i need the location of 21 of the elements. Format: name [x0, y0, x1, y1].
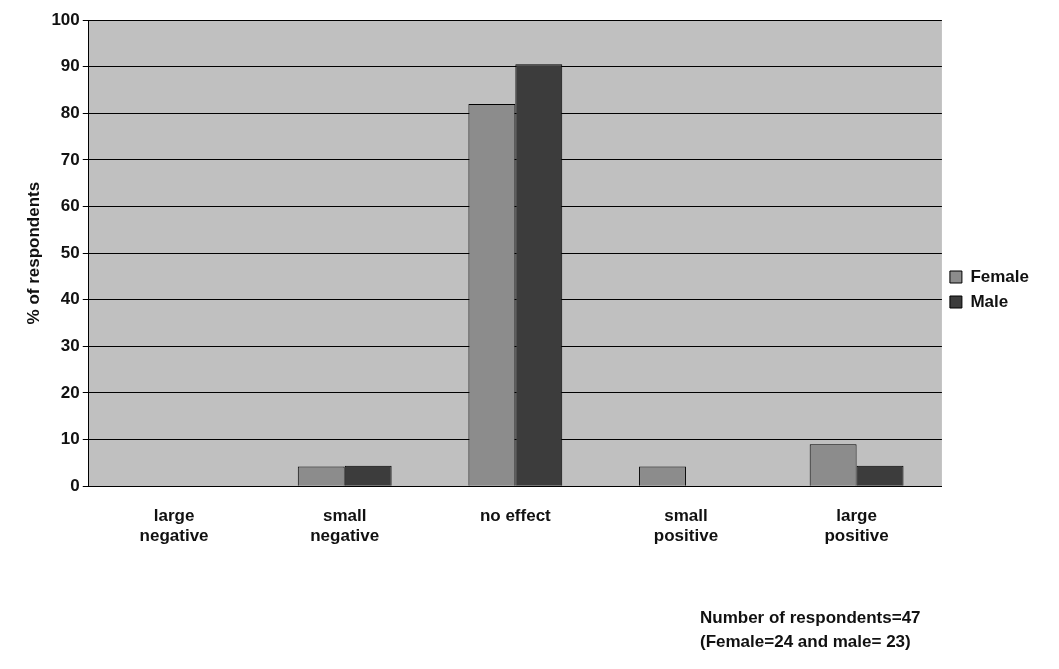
x-tick-label: large positive: [824, 506, 889, 546]
legend-label: Female: [970, 266, 1030, 286]
legend-label: Male: [970, 291, 1009, 311]
y-tick-label: 10: [60, 429, 80, 449]
y-axis-title: % of respondents: [23, 181, 43, 325]
y-tick-label: 40: [60, 289, 80, 309]
y-tick-label: 0: [70, 475, 80, 495]
y-tick-label: 70: [60, 149, 80, 169]
y-tick-label: 20: [60, 382, 80, 402]
y-tick-label: 90: [60, 56, 80, 76]
y-tick-label: 60: [60, 196, 80, 216]
y-tick-label: 80: [60, 102, 80, 122]
x-tick-label: small negative: [310, 506, 380, 546]
x-tick-label: large negative: [139, 506, 209, 546]
y-tick-label: 100: [51, 9, 80, 29]
x-tick-label: small positive: [653, 506, 719, 546]
text: Number of respondents=47: [700, 608, 921, 628]
y-tick-label: 30: [60, 336, 80, 356]
text: (Female=24 and male= 23): [700, 632, 911, 652]
y-tick-label: 50: [60, 242, 80, 262]
x-tick-label: no effect: [479, 506, 552, 526]
